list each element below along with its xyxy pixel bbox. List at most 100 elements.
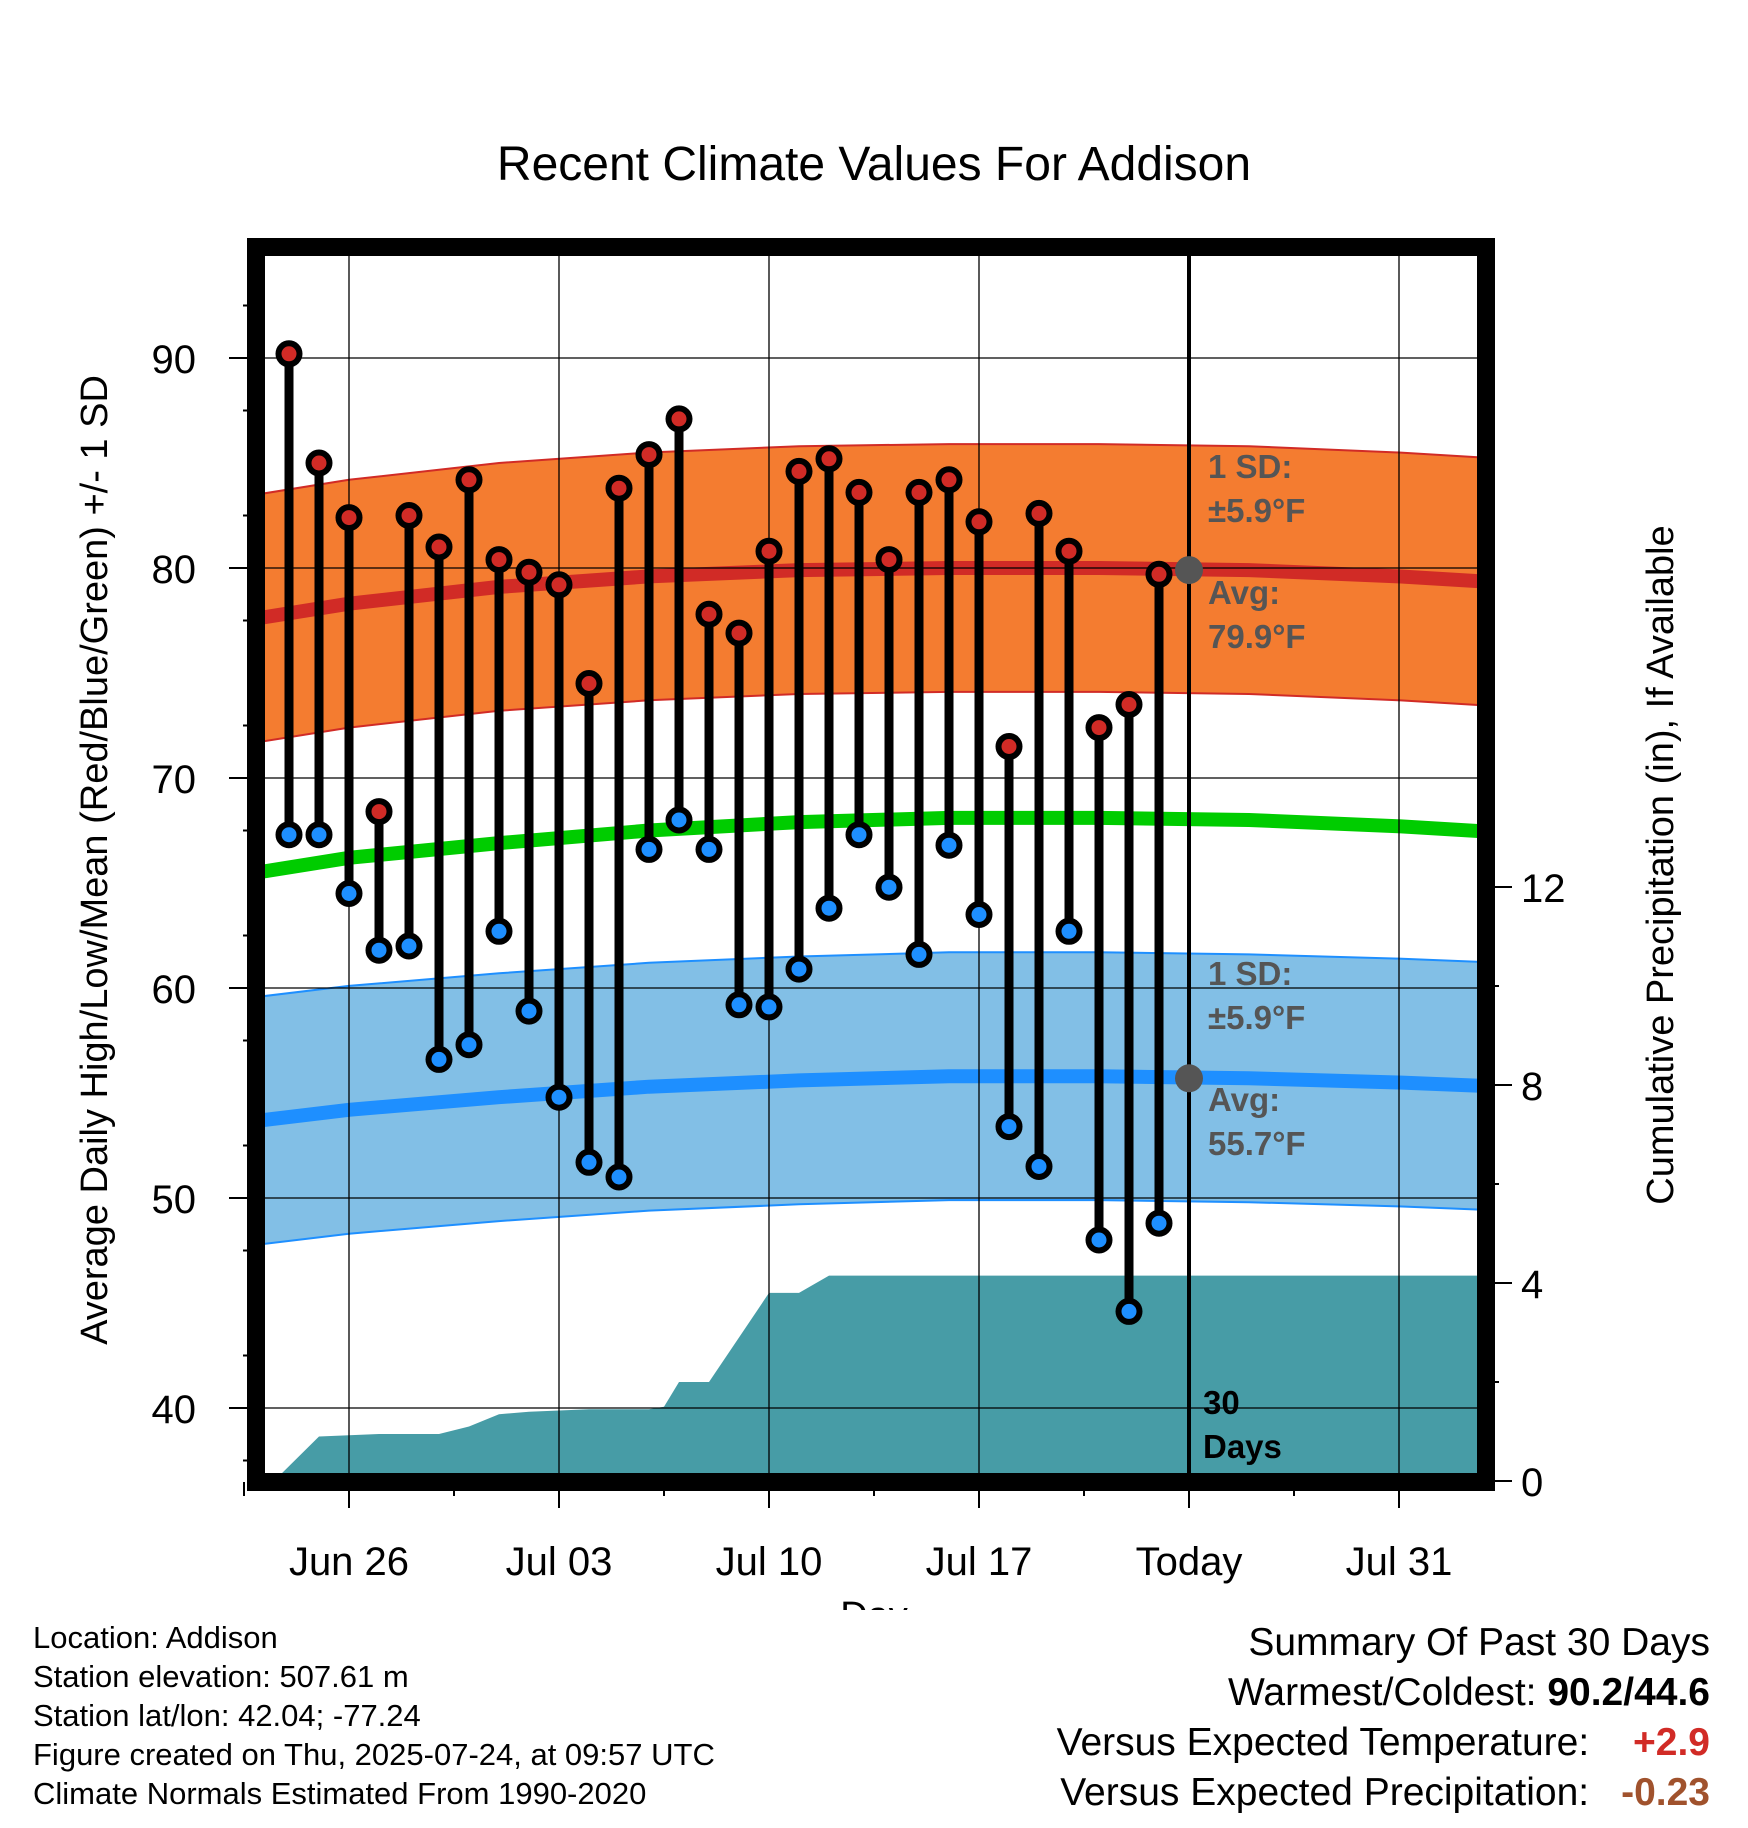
daily-high-point <box>575 670 603 697</box>
daily-high-point <box>515 558 543 586</box>
plot-area <box>247 238 1495 1491</box>
daily-high-point <box>665 405 693 433</box>
daily-high-point <box>995 733 1023 760</box>
summary-temp-row: Versus Expected Temperature: +2.9 <box>1057 1718 1710 1768</box>
days-label: 30 Days <box>1203 1384 1282 1465</box>
daily-low-point <box>725 991 753 1019</box>
y-left-tick-label: 40 <box>152 1388 197 1432</box>
daily-low-point <box>1115 1297 1143 1325</box>
plot-clip-group <box>256 443 1486 1481</box>
daily-low-point <box>875 873 903 901</box>
daily-high-point <box>365 798 393 826</box>
precip-value: -0.23 <box>1621 1771 1710 1814</box>
daily-low-point <box>605 1163 633 1191</box>
daily-low-point <box>635 835 663 863</box>
daily-high-point <box>875 546 903 574</box>
daily-high-point <box>695 600 723 628</box>
normal-low-line <box>256 1069 1486 1129</box>
daily-high-point <box>1145 560 1173 588</box>
x-tick-label: Jul 03 <box>506 1540 613 1584</box>
station-location: Location: Addison <box>33 1620 278 1655</box>
daily-high-point <box>935 466 963 494</box>
plot-labels: 40 50 60 70 80 90 0 4 8 12 Jun 26 Jul 03 Jul 10 Jul 1… <box>152 304 1566 1584</box>
high-sd-label: 1 SD: ±5.9°F <box>1208 448 1305 529</box>
daily-high-point <box>815 445 843 473</box>
daily-high-point <box>275 340 303 368</box>
daily-low-point <box>455 1031 483 1059</box>
daily-low-point <box>905 940 933 968</box>
daily-low-point <box>305 821 333 849</box>
daily-low-point <box>1145 1209 1173 1237</box>
y-axis-right-label: Cumulative Precipitation (in), If Availa… <box>1640 525 1682 1204</box>
daily-low-point <box>845 821 873 849</box>
daily-high-point <box>635 441 663 469</box>
daily-low-point <box>365 936 393 964</box>
daily-low-point <box>515 997 543 1025</box>
daily-low-point <box>965 901 993 928</box>
x-tick-label: Jun 26 <box>289 1540 409 1584</box>
daily-low-point <box>935 831 963 859</box>
normal-high-band-lower-edge <box>256 690 1486 744</box>
daily-low-point <box>485 917 513 945</box>
daily-low-point <box>1025 1153 1053 1180</box>
plot-frame <box>247 238 1495 1491</box>
temp-value: +2.9 <box>1633 1721 1710 1764</box>
normal-high-band-upper-edge <box>256 443 1486 496</box>
high-avg-label: Avg: 79.9°F <box>1208 574 1306 655</box>
daily-high-point <box>1115 691 1143 718</box>
daily-high-point <box>1025 499 1053 527</box>
y-right-tick-label: 4 <box>1521 1263 1543 1307</box>
summary-precip-row: Versus Expected Precipitation: -0.23 <box>1057 1768 1710 1818</box>
daily-high-point <box>545 571 573 599</box>
daily-low-point <box>275 821 303 849</box>
daily-high-point <box>305 449 333 477</box>
daily-high-point <box>485 546 513 574</box>
today-normal-low-marker <box>1175 1064 1203 1093</box>
y-left-tick-label: 70 <box>152 758 197 802</box>
warmest-value: 90.2/44.6 <box>1547 1671 1710 1714</box>
figure-created: Figure created on Thu, 2025-07-24, at 09… <box>33 1737 715 1772</box>
y-right-tick-label: 8 <box>1521 1065 1543 1109</box>
station-elevation: Station elevation: 507.61 m <box>33 1659 409 1694</box>
low-sd-label: 1 SD: ±5.9°F <box>1208 955 1305 1036</box>
daily-low-point <box>815 894 843 922</box>
daily-high-point <box>1055 537 1083 565</box>
summary-warmest-row: Warmest/Coldest: 90.2/44.6 <box>1057 1668 1710 1718</box>
precip-label: Versus Expected Precipitation: <box>1060 1771 1590 1814</box>
daily-high-point <box>455 466 483 494</box>
today-normal-high-marker <box>1175 556 1203 585</box>
normals-period: Climate Normals Estimated From 1990-2020 <box>33 1776 647 1811</box>
daily-low-point <box>785 955 813 983</box>
y-left-tick-label: 80 <box>152 548 197 592</box>
warmest-label: Warmest/Coldest: <box>1228 1671 1537 1714</box>
daily-high-point <box>395 502 423 529</box>
normal-high-line <box>256 561 1486 626</box>
station-info: Location: Addison Station elevation: 507… <box>33 1618 715 1813</box>
normal-mean-line <box>256 810 1486 880</box>
daily-high-point <box>605 474 633 502</box>
daily-high-point <box>725 619 753 647</box>
daily-high-point <box>425 533 453 561</box>
x-tick-label: Jul 31 <box>1346 1540 1453 1584</box>
daily-high-point <box>335 504 363 532</box>
daily-low-point <box>1055 917 1083 945</box>
y-left-tick-label: 90 <box>152 338 197 382</box>
x-axis-label: Day <box>840 1595 908 1610</box>
x-tick-label: Today <box>1136 1540 1243 1584</box>
daily-high-point <box>785 457 813 485</box>
daily-low-point <box>665 806 693 834</box>
y-right-tick-label: 12 <box>1521 867 1566 911</box>
daily-low-point <box>695 835 723 863</box>
daily-low-point <box>995 1113 1023 1141</box>
normal-low-band-upper-edge <box>256 951 1486 999</box>
y-axis-left-label: Average Daily High/Low/Mean (Red/Blue/Gr… <box>74 375 116 1345</box>
x-tick-label: Jul 10 <box>716 1540 823 1584</box>
daily-high-point <box>755 537 783 565</box>
daily-low-point <box>395 932 423 960</box>
daily-low-point <box>755 993 783 1021</box>
daily-high-point <box>845 478 873 506</box>
daily-high-point <box>1085 714 1113 742</box>
daily-high-point <box>965 508 993 536</box>
chart-title: Recent Climate Values For Addison <box>497 138 1251 191</box>
summary-panel: Summary Of Past 30 Days Warmest/Coldest:… <box>1057 1618 1710 1818</box>
